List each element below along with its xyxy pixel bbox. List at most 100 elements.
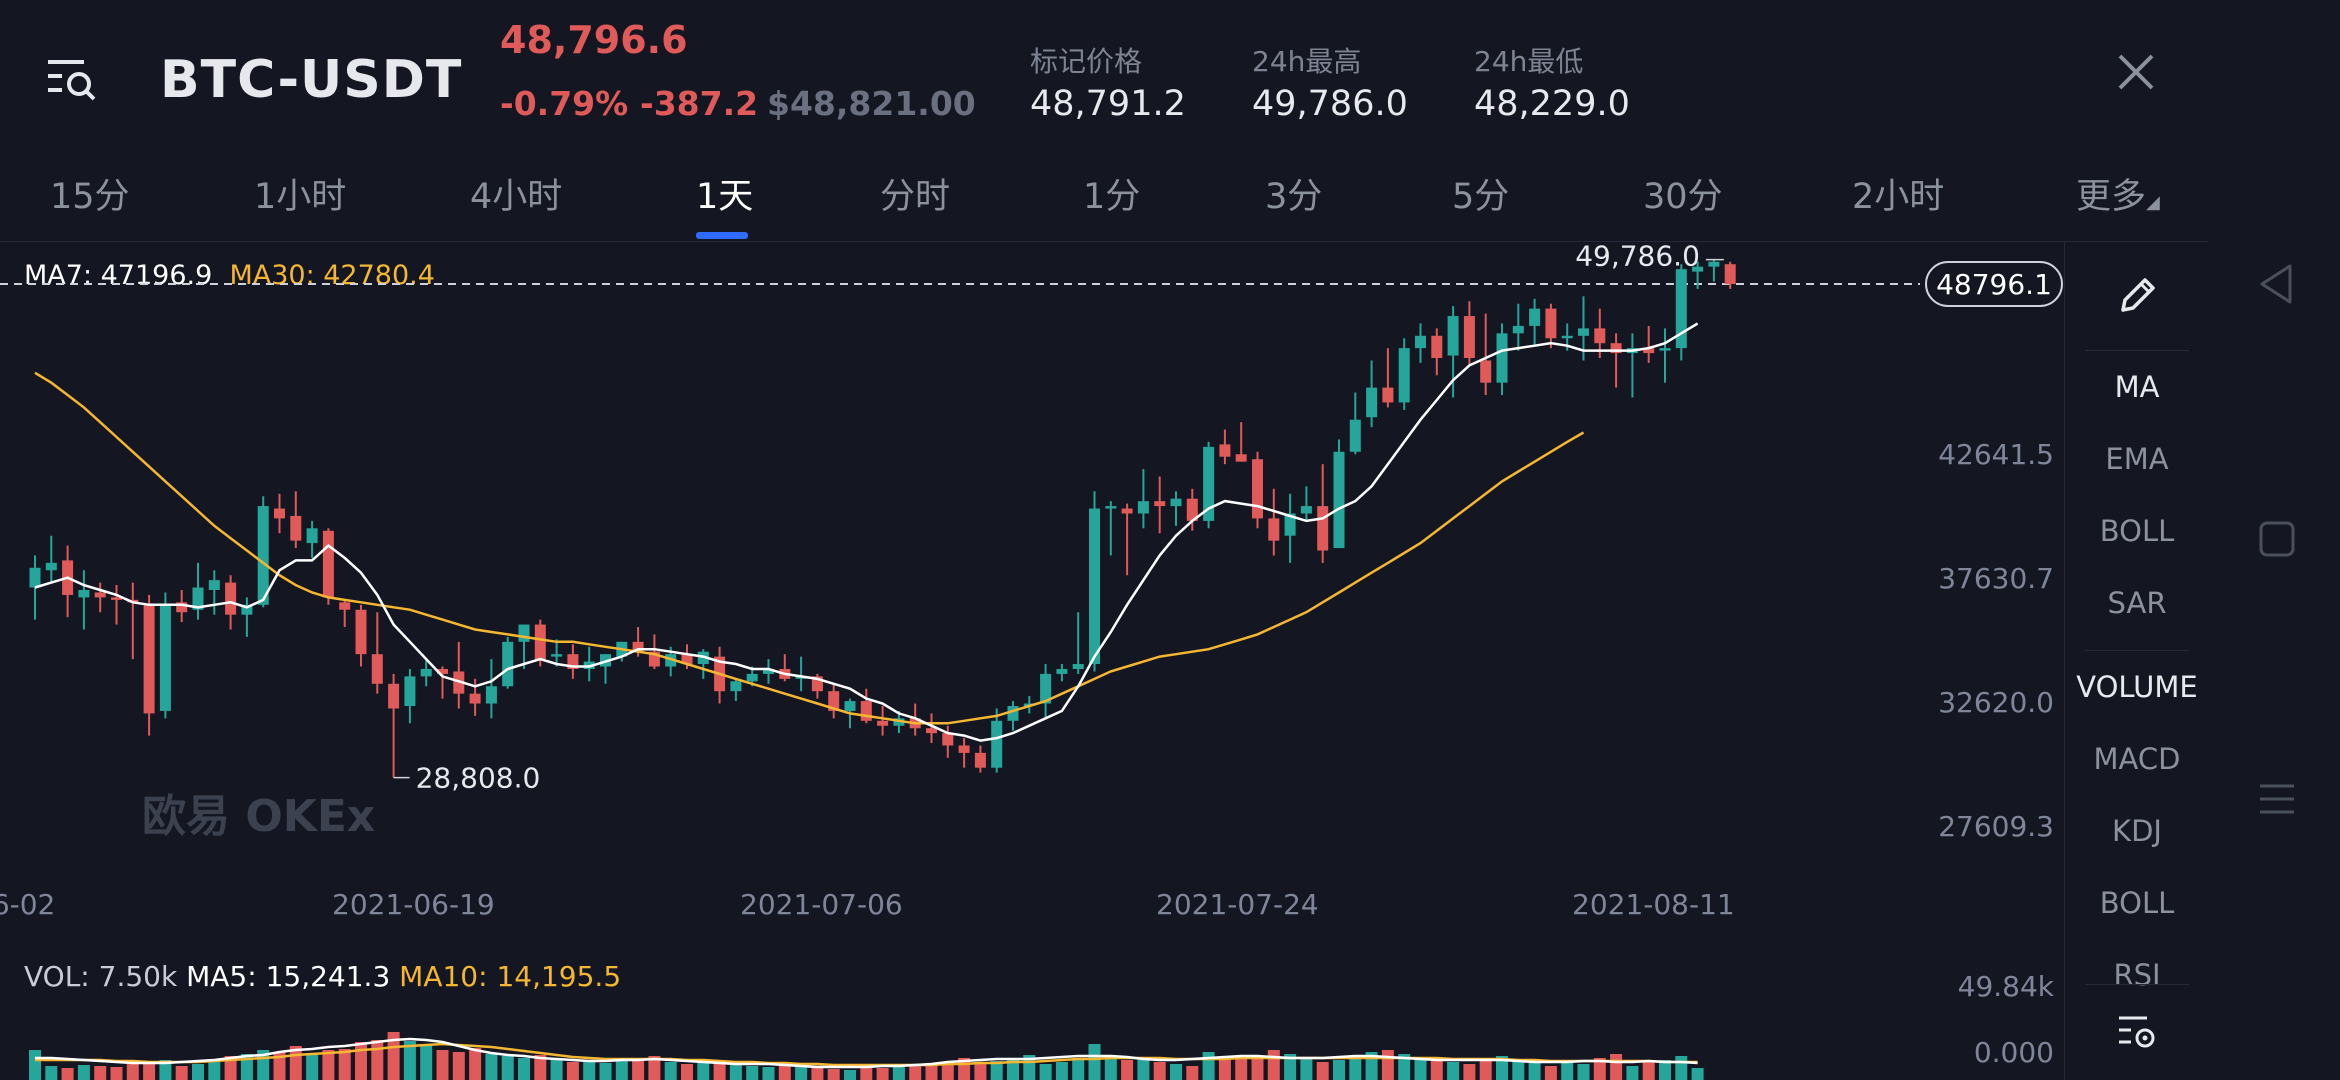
indicator-volume[interactable]: VOLUME [2076,670,2198,704]
candle-body [1300,506,1312,514]
candle-body [844,701,856,711]
volume-bar [29,1050,41,1080]
indicator-rsi[interactable]: RSI [2113,958,2161,988]
tab-1m[interactable]: 1分 [1083,177,1141,217]
current-price-tag: 48796.1 [1936,268,2052,301]
volume-bar [1544,1066,1557,1080]
system-nav-bar [2208,0,2340,1080]
volume-bar [1642,1062,1655,1080]
candle-body [1105,506,1117,509]
volume-bar [192,1064,204,1080]
volume-bar [126,1064,139,1080]
candle-body [208,580,220,590]
volume-bar [1088,1044,1101,1080]
candle-body [1545,308,1557,339]
home-square-icon[interactable] [2258,520,2296,558]
low-price-label: 28,808.0 [416,762,541,795]
candlestick-chart[interactable]: 49,786.0 28,808.0 48796.1 42641.5 37630.7 326… [0,242,2064,1080]
candle-body [420,668,432,677]
candle-body [1447,316,1459,356]
volume-bar [1381,1050,1394,1080]
tab-15m[interactable]: 15分 [50,177,130,217]
candle-body [1529,308,1541,326]
volume-bar [1235,1056,1248,1080]
candle-body [1007,706,1019,721]
x-axis-tick: 2021-06-19 [332,888,495,921]
candle-body [1235,454,1247,462]
candle-body [1496,333,1508,383]
tab-1d[interactable]: 1天 [696,177,754,217]
volume-bar [322,1050,335,1080]
candle-body [942,733,954,746]
candle-body [437,668,448,674]
tab-timeshare[interactable]: 分时 [880,177,951,217]
tab-more-label: 更多 [2076,177,2147,217]
candle-body [45,562,57,571]
indicator-sar[interactable]: SAR [2107,586,2167,620]
y-axis-tick: 42641.5 [1938,438,2054,471]
pair-title[interactable]: BTC-USDT [160,50,463,110]
candle-body [404,676,416,706]
volume-bar [844,1070,856,1080]
candle-body [111,597,122,600]
volume-bar [1170,1064,1182,1080]
pencil-icon[interactable] [2115,274,2159,318]
indicator-boll[interactable]: BOLL [2099,514,2175,548]
vol-axis-tick: 0.000 [1974,1036,2054,1069]
x-axis-tick: 2021-08-11 [1572,888,1735,921]
tab-2h[interactable]: 2小时 [1852,177,1945,217]
candle-body [1317,506,1329,551]
indicator-ma[interactable]: MA [2114,370,2160,404]
menu-lines-icon[interactable] [2258,780,2296,818]
candle-body [78,590,90,598]
volume-bar [355,1042,367,1080]
candle-body [1382,387,1394,403]
tab-4h[interactable]: 4小时 [470,177,563,217]
candle-body [1594,328,1606,344]
low-24h-label: 24h最低 [1474,45,1584,78]
high-24h-label: 24h最高 [1252,45,1362,78]
indicator-boll-sub[interactable]: BOLL [2099,886,2175,920]
indicator-settings-icon[interactable] [2117,1012,2157,1052]
list-search-icon[interactable] [46,54,98,106]
indicator-kdj[interactable]: KDJ [2112,814,2162,848]
volume-bar [420,1044,433,1080]
y-axis-tick: 27609.3 [1938,810,2054,843]
candle-body [1284,513,1296,536]
change-percent: -0.79% [500,84,629,123]
back-triangle-icon[interactable] [2256,262,2296,306]
mark-price-label: 标记价格 [1030,45,1143,78]
volume-bar [1561,1062,1574,1080]
candle-body [1415,335,1426,349]
volume-bar [371,1040,384,1080]
candle-body [958,745,970,753]
candle-body [257,506,269,605]
close-icon[interactable] [2114,50,2158,94]
candle-body [1203,446,1215,521]
volume-bar [143,1062,156,1080]
volume-bar [583,1061,596,1080]
watermark-logo: 欧易 OKEx [142,791,376,842]
volume-bar [599,1063,612,1080]
volume-bar [746,1066,759,1080]
volume-bar [681,1064,693,1080]
tab-30m[interactable]: 30分 [1643,177,1723,217]
tab-1h[interactable]: 1小时 [254,177,347,217]
candle-body [29,567,41,588]
candle-body [388,683,400,709]
candle-body [502,641,514,687]
candle-body [1724,264,1736,285]
volume-bar [1675,1056,1688,1080]
indicator-ema[interactable]: EMA [2105,442,2169,476]
usd-price: $48,821.00 [767,84,976,123]
tab-more[interactable]: 更多◢ [2076,168,2160,219]
volume-bar [941,1064,954,1080]
indicator-macd[interactable]: MACD [2093,742,2181,776]
volume-bar [909,1066,922,1080]
tab-3m[interactable]: 3分 [1265,177,1323,217]
tab-5m[interactable]: 5分 [1452,177,1510,217]
vol-ma5-legend: MA5: 15,241.3 [186,960,391,993]
candle-body [1040,673,1052,704]
volume-bar [697,1063,710,1080]
volume-bar [534,1055,547,1080]
